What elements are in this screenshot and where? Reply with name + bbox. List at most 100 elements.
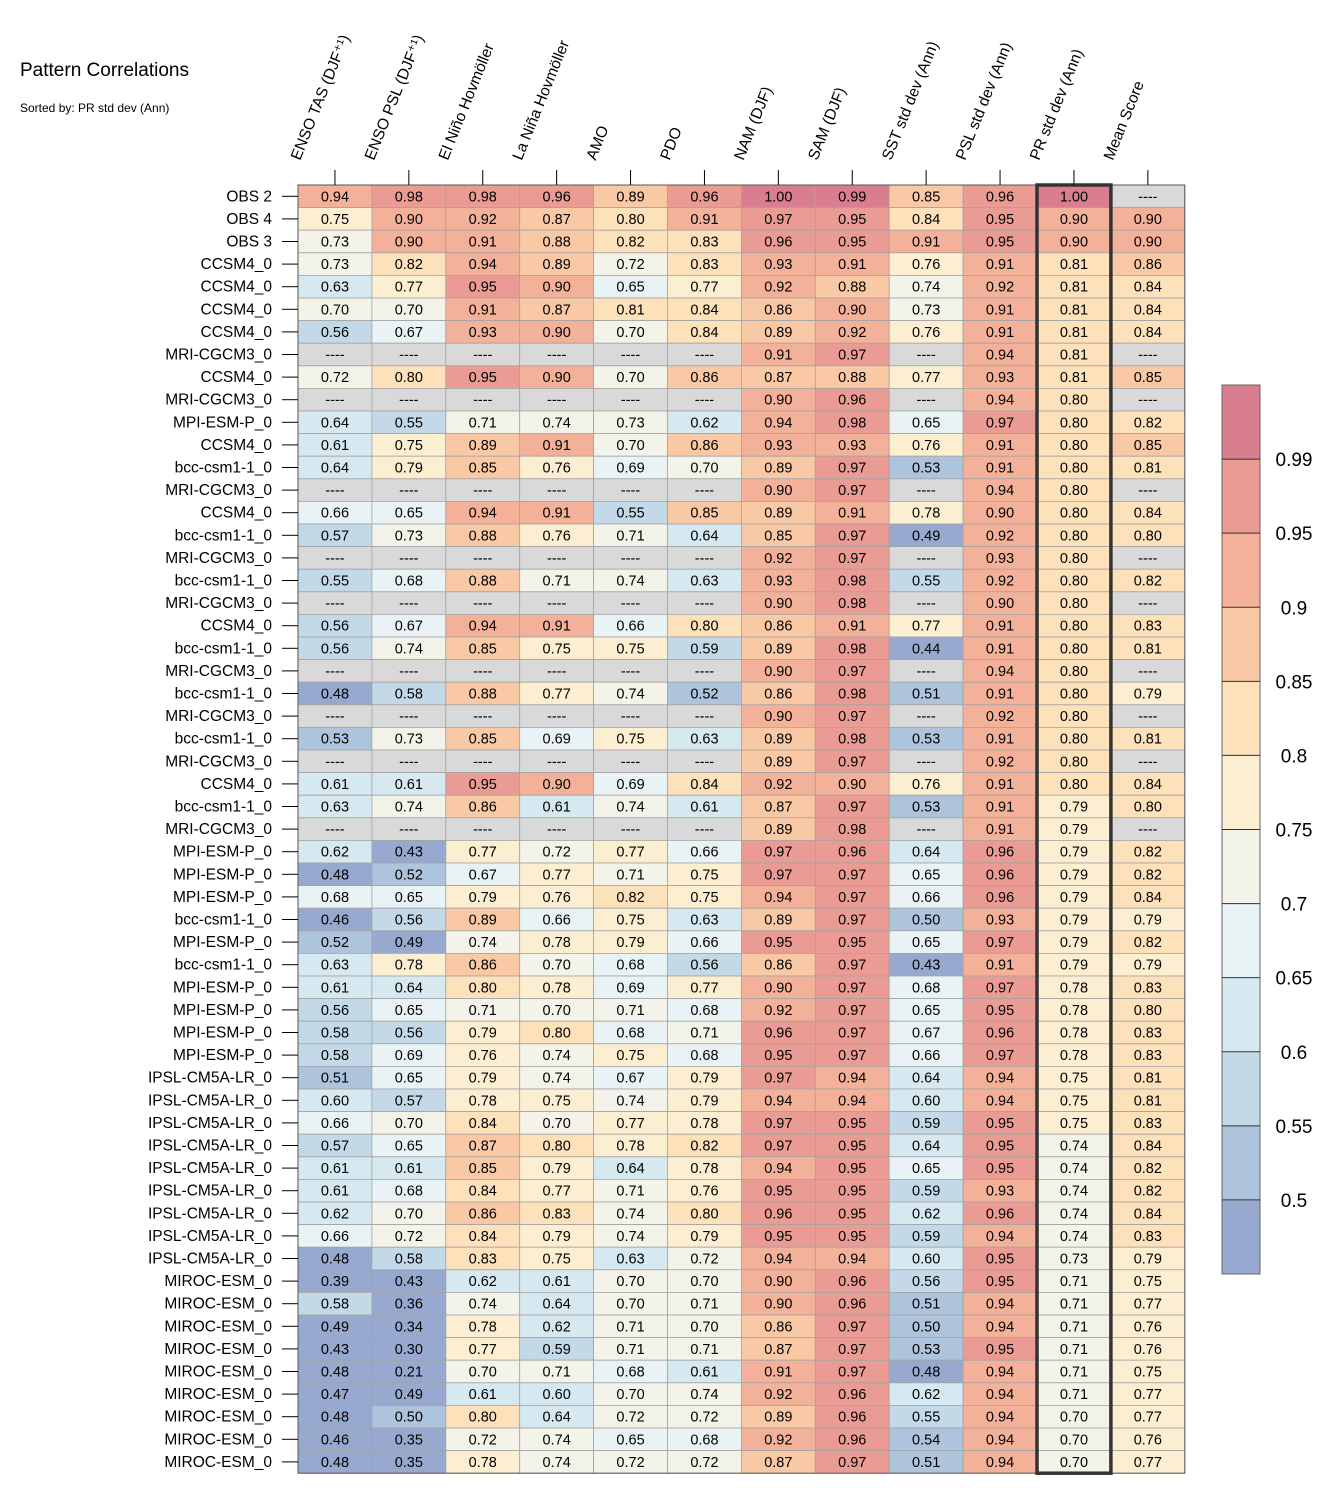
cell-value-label: 0.77 — [616, 1116, 644, 1132]
cell-value-label: ---- — [547, 348, 566, 364]
cell-value-label: 0.90 — [764, 709, 792, 725]
cell-value-label: 0.95 — [986, 235, 1014, 251]
cell-value-label: 0.94 — [986, 1319, 1014, 1335]
chart-subtitle: Sorted by: PR std dev (Ann) — [20, 101, 170, 115]
cell-value-label: 0.75 — [321, 212, 349, 228]
cell-value-label: 0.95 — [838, 1161, 866, 1177]
row-label: MRI-CGCM3_0 — [165, 708, 272, 725]
cell-value-label: 0.75 — [1134, 1274, 1162, 1290]
cell-value-label: 0.76 — [912, 325, 940, 341]
cell-value-label: 0.89 — [764, 506, 792, 522]
column-label: La Niña Hovmöller — [510, 38, 574, 163]
cell-value-label: 0.72 — [690, 1455, 718, 1471]
cell-value-label: 1.00 — [764, 189, 792, 205]
cell-value-label: 0.80 — [1060, 461, 1088, 477]
cell-value-label: 0.70 — [1060, 1410, 1088, 1426]
cell-value-label: ---- — [916, 596, 935, 612]
cell-value-label: 0.74 — [543, 1455, 571, 1471]
column-label: Mean Score — [1101, 79, 1148, 163]
cell-value-label: 0.73 — [1060, 1252, 1088, 1268]
cell-value-label: 0.94 — [764, 1093, 792, 1109]
cell-value-label: 0.65 — [912, 867, 940, 883]
cell-value-label: 0.91 — [690, 212, 718, 228]
cell-value-label: 0.96 — [986, 1026, 1014, 1042]
cell-value-label: 0.93 — [764, 257, 792, 273]
cell-value-label: 0.74 — [616, 1229, 644, 1245]
row-label: IPSL-CM5A-LR_0 — [148, 1092, 272, 1109]
cell-value-label: 0.95 — [764, 935, 792, 951]
cell-value-label: 0.84 — [1134, 890, 1162, 906]
cell-value-label: 0.95 — [986, 1274, 1014, 1290]
cell-value-label: 0.62 — [543, 1319, 571, 1335]
cell-value-label: 0.88 — [469, 687, 497, 703]
cell-value-label: ---- — [325, 709, 344, 725]
cell-value-label: 0.87 — [764, 370, 792, 386]
cell-value-label: 0.95 — [986, 1139, 1014, 1155]
cell-value-label: 0.52 — [321, 935, 349, 951]
cell-value-label: 0.76 — [543, 528, 571, 544]
row-label: MRI-CGCM3_0 — [165, 550, 272, 567]
cell-value-label: 0.94 — [986, 1229, 1014, 1245]
cell-value-label: 0.81 — [1134, 461, 1162, 477]
row-label: IPSL-CM5A-LR_0 — [148, 1183, 272, 1200]
cell-value-label: 0.95 — [838, 1229, 866, 1245]
cell-value-label: 0.59 — [912, 1229, 940, 1245]
cell-value-label: 0.78 — [1060, 1003, 1088, 1019]
column-label: El Niño Hovmöller — [436, 41, 498, 162]
cell-value-label: ---- — [325, 596, 344, 612]
cell-value-label: 0.94 — [764, 890, 792, 906]
cell-value-label: 0.93 — [764, 438, 792, 454]
cell-value-label: 0.48 — [321, 1365, 349, 1381]
cell-value-label: 0.62 — [469, 1274, 497, 1290]
cell-value-label: 0.96 — [764, 1206, 792, 1222]
cell-value-label: 0.72 — [395, 1229, 423, 1245]
cell-value-label: 0.84 — [1134, 302, 1162, 318]
cell-value-label: 0.60 — [912, 1093, 940, 1109]
cell-value-label: 0.89 — [764, 913, 792, 929]
cell-value-label: 0.91 — [764, 1365, 792, 1381]
cell-value-label: 0.68 — [616, 1365, 644, 1381]
cell-value-label: 0.80 — [543, 1139, 571, 1155]
cell-value-label: 0.94 — [986, 348, 1014, 364]
cell-value-label: 0.95 — [838, 1116, 866, 1132]
cell-value-label: 0.50 — [912, 1319, 940, 1335]
row-label: CCSM4_0 — [201, 369, 273, 386]
column-label: ENSO PSL (DJF⁺¹) — [362, 32, 428, 162]
cell-value-label: ---- — [325, 348, 344, 364]
cell-value-label: 0.90 — [838, 302, 866, 318]
cell-value-label: 0.88 — [469, 528, 497, 544]
cell-value-label: 0.78 — [1060, 1026, 1088, 1042]
row-label: MRI-CGCM3_0 — [165, 392, 272, 409]
cell-value-label: ---- — [399, 596, 418, 612]
cell-value-label: 0.90 — [395, 235, 423, 251]
cell-value-label: 0.97 — [838, 1003, 866, 1019]
cell-value-label: ---- — [1138, 551, 1157, 567]
cell-value-label: 0.77 — [1134, 1410, 1162, 1426]
column-label: PDO — [657, 125, 685, 163]
row-label: MIROC-ESM_0 — [164, 1386, 272, 1403]
cell-value-label: 0.78 — [1060, 980, 1088, 996]
cell-value-label: 0.61 — [321, 438, 349, 454]
cell-value-label: 0.69 — [616, 777, 644, 793]
cell-value-label: 0.92 — [764, 1432, 792, 1448]
cell-value-label: 0.76 — [543, 461, 571, 477]
cell-value-label: 0.74 — [469, 1297, 497, 1313]
cell-value-label: 0.74 — [543, 1071, 571, 1087]
cell-value-label: 0.86 — [469, 1206, 497, 1222]
cell-value-label: 1.00 — [1060, 189, 1088, 205]
cell-value-label: 0.53 — [912, 732, 940, 748]
cell-value-label: 0.91 — [912, 235, 940, 251]
cell-value-label: 0.78 — [616, 1139, 644, 1155]
row-label: MPI-ESM-P_0 — [173, 844, 272, 861]
cell-value-label: 0.73 — [321, 235, 349, 251]
cell-value-label: 0.61 — [321, 980, 349, 996]
cell-value-label: 0.90 — [1060, 235, 1088, 251]
cell-value-label: 0.74 — [395, 800, 423, 816]
cell-value-label: 0.91 — [986, 958, 1014, 974]
cell-value-label: 0.78 — [543, 935, 571, 951]
column-label: NAM (DJF) — [731, 84, 776, 162]
cell-value-label: 0.98 — [838, 596, 866, 612]
cell-value-label: 0.66 — [321, 1116, 349, 1132]
cell-value-label: 0.21 — [395, 1365, 423, 1381]
cell-value-label: 0.65 — [395, 1139, 423, 1155]
